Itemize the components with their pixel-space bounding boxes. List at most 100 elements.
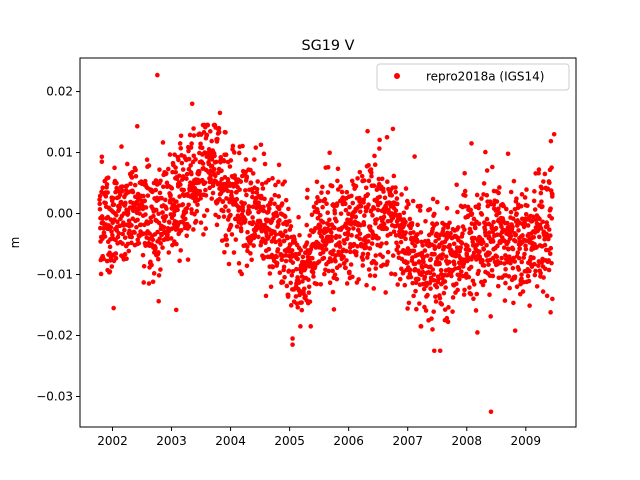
data-point: [527, 268, 532, 274]
data-point: [462, 170, 467, 176]
data-point: [525, 203, 530, 209]
data-point: [220, 208, 226, 214]
data-point: [304, 195, 310, 200]
data-point: [229, 232, 235, 237]
data-point: [214, 222, 220, 228]
data-point: [357, 169, 363, 175]
data-point: [506, 274, 512, 279]
data-point: [522, 251, 527, 257]
data-point: [371, 206, 377, 211]
data-point: [300, 254, 306, 260]
data-point: [434, 221, 440, 226]
data-point: [507, 285, 512, 291]
data-point: [228, 158, 234, 163]
data-point: [122, 251, 128, 257]
data-point: [436, 236, 442, 241]
data-point: [438, 267, 444, 273]
plot-frame: [79, 57, 577, 428]
data-point: [513, 238, 518, 244]
data-point: [276, 206, 282, 212]
data-point: [537, 216, 542, 222]
data-point: [523, 243, 528, 249]
data-point: [178, 228, 184, 233]
data-point: [412, 154, 417, 159]
data-point: [381, 214, 387, 220]
data-point: [327, 280, 333, 286]
data-point: [140, 252, 146, 258]
data-point: [196, 169, 202, 175]
data-point: [231, 250, 237, 255]
data-point: [403, 219, 408, 225]
data-point: [146, 281, 152, 286]
data-point: [171, 212, 177, 218]
data-point: [135, 217, 140, 223]
data-point: [200, 161, 206, 166]
data-point: [403, 230, 409, 235]
data-point: [155, 229, 160, 235]
data-point: [120, 231, 125, 237]
data-point: [280, 232, 286, 238]
data-point: [225, 188, 230, 194]
data-point: [518, 203, 524, 209]
data-point: [541, 275, 546, 280]
data-point: [480, 239, 486, 245]
data-point: [177, 258, 182, 264]
data-point: [443, 254, 449, 259]
data-point: [377, 200, 383, 206]
data-point: [177, 141, 183, 146]
data-point: [217, 196, 222, 202]
data-point: [538, 226, 544, 231]
data-point: [384, 134, 390, 140]
data-point: [405, 260, 410, 265]
data-point: [432, 246, 438, 252]
data-point: [107, 269, 113, 274]
data-point: [186, 156, 192, 162]
data-point: [536, 167, 542, 172]
data-point: [415, 232, 420, 237]
data-point: [520, 289, 526, 294]
data-point: [418, 324, 424, 329]
data-point: [447, 242, 453, 248]
data-point: [323, 241, 329, 247]
data-point: [122, 227, 127, 233]
data-point: [253, 145, 259, 150]
data-point: [337, 263, 343, 268]
data-point: [433, 294, 438, 299]
data-point: [484, 192, 490, 198]
data-point: [343, 265, 348, 271]
data-point: [511, 255, 516, 261]
data-point: [332, 225, 337, 231]
data-point: [332, 272, 338, 278]
data-point: [157, 190, 163, 196]
data-point: [246, 204, 252, 210]
data-point: [350, 274, 355, 280]
data-point: [318, 213, 323, 218]
data-point: [364, 282, 369, 288]
data-point: [361, 222, 367, 227]
data-point: [149, 262, 154, 268]
data-point: [221, 214, 227, 219]
data-point: [523, 246, 529, 252]
data-point: [320, 220, 326, 225]
data-point: [503, 266, 508, 272]
data-point: [454, 182, 459, 188]
data-point: [194, 208, 200, 214]
data-point: [360, 263, 366, 268]
data-point: [306, 290, 312, 295]
data-point: [441, 226, 446, 232]
data-point: [325, 210, 331, 216]
data-point: [494, 199, 500, 204]
data-point: [145, 193, 151, 198]
data-point: [204, 208, 210, 213]
data-point: [318, 282, 324, 287]
data-point: [394, 201, 400, 207]
data-point: [497, 185, 502, 190]
data-point: [354, 249, 359, 255]
data-point: [143, 205, 149, 210]
data-point: [223, 130, 228, 135]
data-point: [170, 242, 175, 248]
data-point: [479, 196, 484, 201]
data-point: [321, 255, 327, 261]
data-point: [365, 239, 371, 244]
data-point: [381, 221, 387, 227]
